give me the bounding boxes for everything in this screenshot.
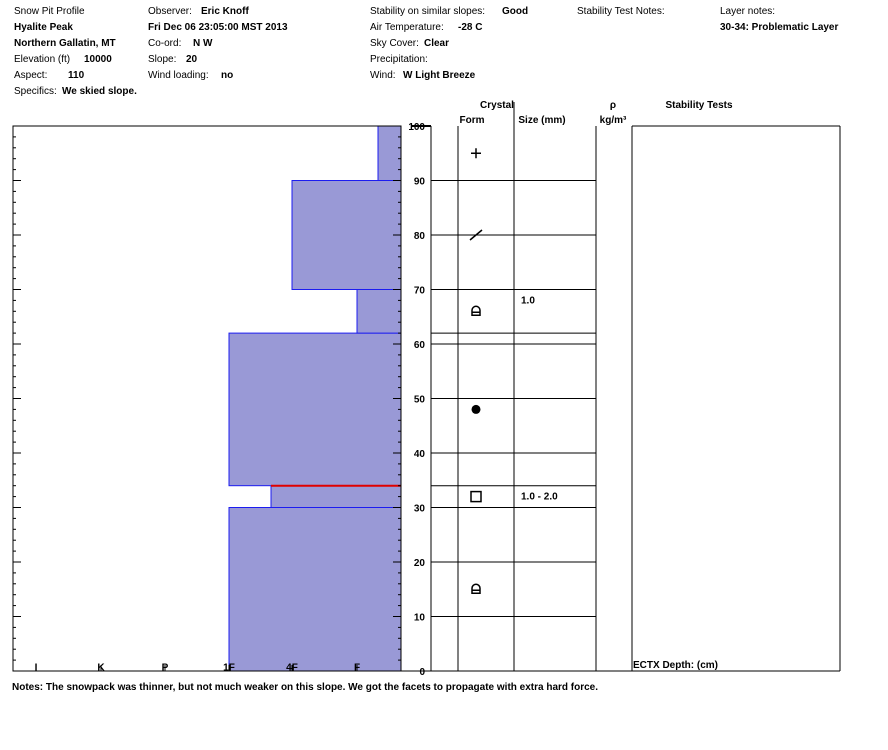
density-unit: kg/m³ [600,115,627,126]
height-label-20: 20 [414,558,426,569]
square-shape [470,490,482,503]
precipitation-label: Precipitation: [370,54,428,65]
observer-label: Observer: [148,6,192,17]
height-axis-labels: 0 10 20 30 40 50 60 70 80 90 100 [408,122,425,678]
crystal-form-square-4 [470,490,482,503]
location-name: Hyalite Peak [14,22,73,33]
stability-value: Good [502,6,529,17]
specifics-value: We skied slope. [62,86,137,97]
height-label-60: 60 [414,340,426,351]
density-header: ρ [610,100,616,111]
crystal-form-slash-1 [469,229,483,241]
crystal-size-2: 1.0 [521,296,535,307]
stability-test-result: ECTX Depth: (cm) [633,660,718,671]
wind-label: Wind: [370,70,396,81]
coord-value: N W [193,38,213,49]
height-label-80: 80 [414,231,426,242]
hardness-layer-1 [270,485,402,509]
elevation-value: 10000 [84,54,112,65]
air-temp-value: -28 C [458,22,483,33]
wind-loading-value: no [221,70,234,81]
height-label-40: 40 [414,449,426,460]
height-label-100: 100 [408,122,425,133]
form-header: Form [460,115,485,126]
crystal-form-arch-2 [471,305,481,317]
height-label-0: 0 [419,667,425,678]
hardness-layer-4 [291,180,402,290]
arch-shape [471,305,481,317]
profile-title: Snow Pit Profile [14,6,85,17]
hardness-layers [228,125,402,672]
size-header: Size (mm) [518,115,565,126]
aspect-label: Aspect: [14,70,48,81]
observer-value: Eric Knoff [201,6,249,17]
slash-line [469,229,483,241]
arch-shape [471,583,481,594]
hardness-layer-0 [228,507,402,672]
stability-label: Stability on similar slopes: [370,6,486,17]
stability-test-notes-label: Stability Test Notes: [577,6,665,17]
hardness-label-K: K [97,663,105,674]
notes: Notes: The snowpack was thinner, but not… [12,682,599,693]
wind-value: W Light Breeze [403,70,476,81]
hardness-axis-labels: I K P 1F 4F F [35,663,360,674]
hardness-label-I: I [35,663,38,674]
wind-loading-label: Wind loading: [148,70,209,81]
hardness-layer-3 [356,289,402,334]
hardness-layer-2 [228,332,402,487]
hardness-layer-5 [377,125,402,181]
layer-notes-label: Layer notes: [720,6,776,17]
observation-datetime: Fri Dec 06 23:05:00 MST 2013 [148,22,288,33]
sky-cover-value: Clear [424,38,450,49]
layer-note: 30-34: Problematic Layer [720,22,839,33]
coord-label: Co-ord: [148,38,182,49]
aspect-value: 110 [68,70,85,81]
dot-shape [471,404,481,414]
crystal-size-4: 1.0 - 2.0 [521,492,558,503]
crystal-form-dot-3 [471,404,481,414]
hardness-label-4F: 4F [286,663,298,674]
specifics-label: Specifics: [14,86,57,97]
crystal-rows: 1.0 1.0 - 2.0 [431,148,596,594]
stability-tests-header: Stability Tests [665,100,732,111]
air-temp-label: Air Temperature: [370,22,444,33]
hardness-label-P: P [162,663,169,674]
slope-label: Slope: [148,54,177,65]
height-label-50: 50 [414,395,426,406]
crystal-header: Crystal [480,100,514,111]
region: Northern Gallatin, MT [14,38,116,49]
hardness-label-1F: 1F [223,663,235,674]
height-label-30: 30 [414,504,426,515]
slope-value: 20 [186,54,198,65]
hardness-label-F: F [354,663,360,674]
sky-cover-label: Sky Cover: [370,38,419,49]
crystal-form-arch-5 [471,583,481,594]
crystal-form-plus-0 [471,148,481,159]
height-label-70: 70 [414,286,426,297]
height-label-10: 10 [414,613,426,624]
elevation-label: Elevation (ft) [14,54,71,65]
height-label-90: 90 [414,177,426,188]
